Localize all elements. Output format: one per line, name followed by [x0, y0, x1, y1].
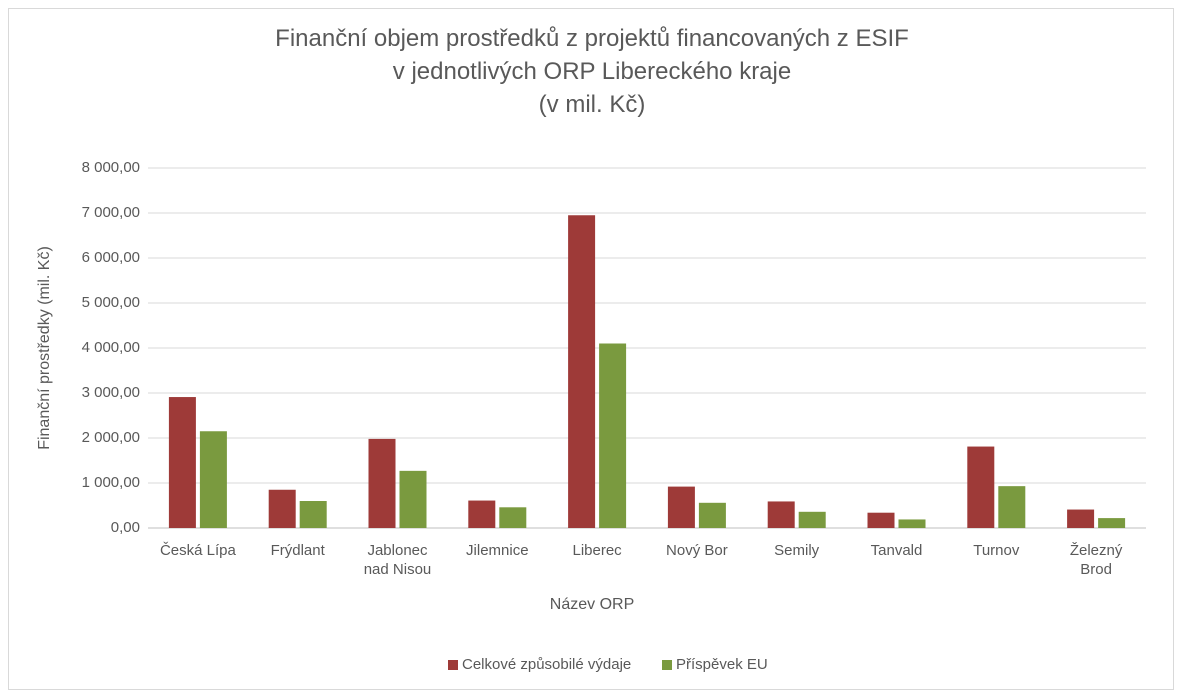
bar [998, 486, 1026, 528]
bar [168, 397, 196, 528]
y-tick-label: 8 000,00 [82, 159, 140, 176]
x-tick-label: Turnov [973, 542, 1020, 559]
x-tick-label: Semily [774, 542, 820, 559]
bar [667, 486, 695, 528]
bar [568, 215, 596, 528]
y-tick-label: 2 000,00 [82, 429, 140, 446]
bar [867, 512, 895, 528]
y-axis-title: Finanční prostředky (mil. Kč) [36, 246, 53, 450]
x-tick-label: Liberec [572, 542, 622, 559]
legend-label: Celkové způsobilé výdaje [462, 656, 631, 673]
y-tick-label: 0,00 [111, 519, 140, 536]
bar [268, 489, 296, 528]
legend-swatch [448, 660, 458, 670]
bar [299, 501, 327, 528]
bar [468, 500, 496, 528]
bar [767, 501, 795, 528]
y-tick-label: 5 000,00 [82, 294, 140, 311]
bar [368, 438, 396, 528]
x-tick-label: Česká Lípa [159, 542, 236, 559]
x-axis-title: Název ORP [549, 596, 635, 613]
x-tick-label: Železný Brod [1069, 542, 1123, 578]
bar [499, 507, 527, 528]
bar [798, 511, 826, 528]
chart-frame [8, 8, 1174, 690]
x-tick-label: Jablonec nad Nisou [363, 542, 432, 578]
bar [1067, 509, 1095, 528]
bar [967, 446, 995, 528]
bar [599, 343, 627, 528]
x-tick-label: Tanvald [870, 542, 923, 559]
y-tick-label: 6 000,00 [82, 249, 140, 266]
legend-label: Příspěvek EU [676, 656, 768, 673]
y-tick-label: 1 000,00 [82, 474, 140, 491]
y-tick-label: 3 000,00 [82, 384, 140, 401]
bar [898, 519, 926, 528]
x-tick-label: Frýdlant [270, 542, 325, 559]
bar [1098, 518, 1126, 528]
bar [399, 470, 427, 528]
x-tick-label: Nový Bor [666, 542, 728, 559]
legend-swatch [662, 660, 672, 670]
y-tick-label: 7 000,00 [82, 204, 140, 221]
bar [698, 502, 726, 528]
bar [199, 431, 227, 528]
x-tick-label: Jilemnice [466, 542, 529, 559]
chart-title: Finanční objem prostředků z projektů fin… [275, 25, 909, 118]
y-tick-label: 4 000,00 [82, 339, 140, 356]
